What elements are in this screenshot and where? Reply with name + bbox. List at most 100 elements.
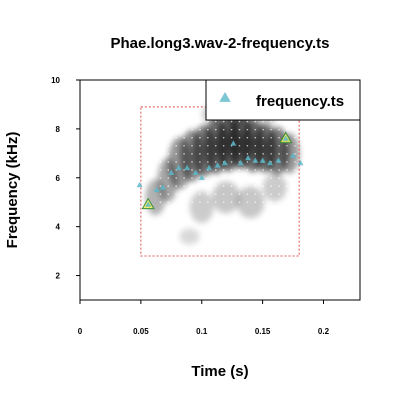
spectrogram-sample [199,169,201,171]
spectrogram-sample [191,177,193,179]
spectrogram-sample [214,136,217,139]
spectrogram-sample [159,161,162,163]
spectrogram-sample [254,185,257,187]
spectrogram-sample [199,193,201,195]
data-points [136,131,304,210]
spectrogram-sample [294,136,296,139]
spectrogram-sample [159,177,162,179]
spectrogram-sample [175,161,177,163]
spectrogram-sample [238,185,241,187]
spectrogram-sample [214,128,217,131]
spectrogram-sample [278,201,280,204]
spectrogram-sample [167,120,170,123]
spectrogram-sample [191,185,193,187]
spectrogram-sample [199,161,201,163]
spectrogram-sample [199,153,201,155]
spectrogram-sample [238,193,241,195]
y-tick-label: 4 [56,223,61,232]
chart-title: Phae.long3.wav-2-frequency.ts [111,35,330,52]
spectrogram-sample [262,201,265,204]
spectrogram-sample [254,193,257,195]
spectrogram-sample [278,185,280,187]
x-tick-label: 0.1 [196,327,208,336]
spectrogram-sample [167,128,170,131]
y-tick-label: 2 [56,272,61,281]
spectrogram-sample [222,193,225,195]
spectrogram-sample [175,128,177,131]
spectrogram-sample [159,201,162,204]
y-axis: 2 4 6 8 10 [51,76,80,281]
spectrogram-sample [278,193,280,195]
data-point [275,157,282,163]
spectrogram-sample [230,169,233,171]
spectrogram-sample [214,120,217,123]
spectrogram-sample [167,185,170,187]
spectrogram-sample [286,193,288,195]
spectrogram-sample [262,144,265,147]
spectrogram-sample [278,136,280,139]
spectrogram-sample [175,201,177,204]
spectrogram-sample [294,193,296,195]
spectrogram-sample [183,144,185,147]
spectrogram-blob [236,186,265,219]
spectrogram-sample [214,201,217,204]
spectrogram-sample [159,120,162,123]
spectrogram-sample [246,153,249,155]
spectrogram-sample [214,185,217,187]
spectrogram-sample [286,128,288,131]
spectrogram-sample [159,128,162,131]
spectrogram-sample [207,201,209,204]
spectrogram-sample [175,153,177,155]
spectrogram-sample [270,185,272,187]
data-point [159,184,166,190]
spectrogram-sample [167,201,170,204]
spectrogram-sample [167,161,170,163]
spectrogram-blob [179,228,200,245]
spectrogram-sample [183,177,185,179]
spectrogram-sample [254,169,257,171]
x-tick-label: 0.05 [133,327,149,336]
spectrogram-sample [175,193,177,195]
spectrogram-sample [270,120,272,123]
spectrogram-sample [214,153,217,155]
spectrogram-sample [270,177,272,179]
x-tick-label: 0.2 [318,327,330,336]
selection-box [140,106,300,257]
spectrogram-sample [214,161,217,163]
spectrogram-sample [286,161,288,163]
spectrogram-sample [222,185,225,187]
spectrogram-sample [246,144,249,147]
spectrogram-sample [222,144,225,147]
data-point [266,159,273,166]
spectrogram-sample [262,177,265,179]
spectrogram-sample [207,144,209,147]
spectrogram-sample [207,177,209,179]
spectrogram-sample [246,120,249,123]
spectrogram-sample [167,136,170,139]
spectrogram-sample [199,120,201,123]
spectrogram-sample [278,153,280,155]
spectrogram-sample [183,193,185,195]
spectrogram-sample [199,201,201,204]
spectrogram-sample [159,169,162,171]
spectrogram-sample [246,169,249,171]
spectrogram-sample [278,144,280,147]
spectrogram-sample [191,120,193,123]
spectrogram-sample [238,128,241,131]
spectrogram-sample [238,144,241,147]
spectrogram-sample [278,120,280,123]
spectrogram-blob [189,191,214,224]
spectrogram-sample [294,153,296,155]
spectrogram-sample [230,177,233,179]
spectrogram-sample [262,120,265,123]
spectrogram-sample [230,120,233,123]
spectrogram-sample [254,120,257,123]
spectrogram-blob [279,133,300,174]
spectrogram-sample [294,177,296,179]
spectrogram-sample [286,177,288,179]
spectrogram-sample [262,153,265,155]
spectrogram-sample [230,193,233,195]
spectrogram-sample [286,120,288,123]
spectrogram-sample [246,201,249,204]
spectrogram-sample [230,185,233,187]
